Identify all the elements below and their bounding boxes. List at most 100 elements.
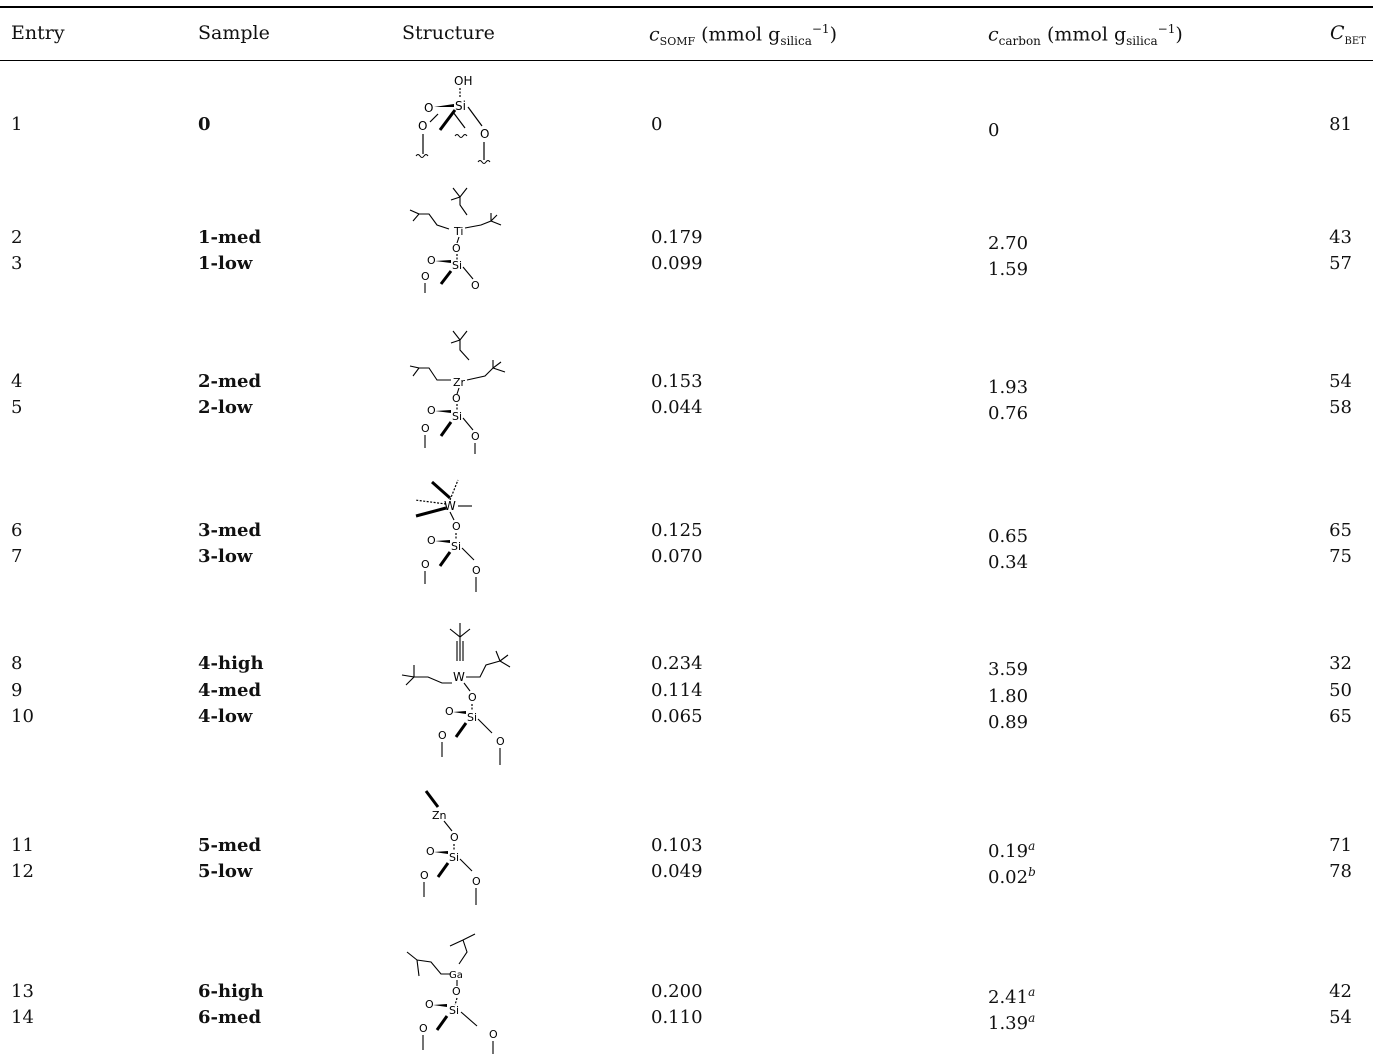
c-carbon-value: 0.02: [988, 867, 1029, 888]
svg-text:O: O: [450, 831, 459, 844]
sample-cell: 2-med: [198, 371, 262, 392]
sample-cell: 3-med: [198, 520, 262, 541]
structure-w-alkylidyne-icon: W O Si O O O: [401, 623, 511, 765]
header-rule: [0, 60, 1373, 61]
c-bet-symbol: C: [1330, 22, 1345, 44]
entry-cell: 2: [11, 227, 23, 248]
structure-silanol-icon: OH Si O O O: [415, 74, 491, 164]
c-carbon-value: 1.59: [988, 259, 1029, 280]
header-entry: Entry: [11, 22, 65, 44]
c-carbon-value: 0.19: [988, 841, 1029, 862]
sample-cell: 5-med: [198, 835, 262, 856]
entry-cell: 10: [11, 706, 34, 727]
svg-text:W: W: [453, 670, 465, 684]
c-somf-close: ): [829, 23, 837, 46]
c-carbon-unit-sup: −1: [1157, 22, 1176, 36]
svg-text:Si: Si: [455, 99, 466, 113]
svg-text:O: O: [427, 534, 436, 547]
svg-text:O: O: [427, 254, 436, 267]
svg-text:Zr: Zr: [453, 376, 466, 389]
svg-text:O: O: [471, 430, 480, 443]
sample-cell: 2-low: [198, 397, 253, 418]
entry-cell: 13: [11, 981, 34, 1002]
c-bet-cell: 75: [1329, 546, 1352, 567]
sample-cell: 6-med: [198, 1007, 262, 1028]
sample-cell: 5-low: [198, 861, 253, 882]
svg-text:W: W: [444, 499, 456, 513]
c-carbon-cell: 0: [988, 113, 999, 143]
svg-text:O: O: [419, 1022, 428, 1035]
c-carbon-cell: 0.76: [988, 396, 1028, 426]
c-somf-unit: (mmol g: [695, 23, 781, 46]
svg-text:O: O: [421, 558, 430, 571]
svg-text:Si: Si: [452, 410, 462, 423]
c-carbon-cell: 0.89: [988, 705, 1028, 735]
c-carbon-cell: 0.65: [988, 519, 1028, 549]
c-somf-cell: 0.099: [651, 253, 703, 274]
c-somf-unit-sub: silica: [780, 34, 812, 49]
c-bet-cell: 58: [1329, 397, 1352, 418]
svg-text:O: O: [480, 127, 489, 141]
svg-text:O: O: [426, 845, 435, 858]
c-carbon-subscript: carbon: [998, 34, 1041, 49]
svg-text:Si: Si: [449, 1004, 459, 1017]
c-somf-subscript: SOMF: [659, 35, 696, 49]
svg-text:O: O: [421, 270, 430, 283]
svg-text:O: O: [452, 985, 461, 998]
svg-text:O: O: [496, 735, 505, 748]
sample-cell: 0: [198, 114, 211, 135]
c-carbon-symbol: c: [988, 23, 999, 46]
c-carbon-cell: 1.39a: [988, 1006, 1035, 1036]
svg-text:O: O: [452, 520, 461, 533]
c-somf-cell: 0.103: [651, 835, 703, 856]
c-carbon-cell: 1.59: [988, 252, 1028, 282]
svg-text:Si: Si: [449, 851, 459, 864]
c-somf-cell: 0.065: [651, 706, 703, 727]
c-bet-cell: 71: [1329, 835, 1352, 856]
c-somf-cell: 0.114: [651, 680, 703, 701]
entry-cell: 6: [11, 520, 23, 541]
entry-cell: 12: [11, 861, 34, 882]
sample-cell: 6-high: [198, 981, 264, 1002]
c-somf-cell: 0: [651, 114, 663, 135]
structure-ti-neopentyl-icon: Ti O Si O O O: [409, 187, 502, 293]
c-bet-cell: 54: [1329, 371, 1352, 392]
svg-text:Si: Si: [452, 259, 462, 272]
c-carbon-cell: 0.34: [988, 545, 1028, 575]
c-bet-cell: 65: [1329, 706, 1352, 727]
header-structure: Structure: [402, 22, 495, 44]
c-carbon-value: 2.41: [988, 987, 1029, 1008]
c-carbon-value: 2.70: [988, 233, 1029, 254]
entry-cell: 1: [11, 114, 23, 135]
svg-text:O: O: [425, 998, 434, 1011]
structure-zn-methyl-icon: Zn O Si O O O: [420, 790, 481, 905]
c-carbon-value: 1.93: [988, 377, 1029, 398]
entry-cell: 5: [11, 397, 23, 418]
c-carbon-unit-sub: silica: [1126, 34, 1158, 49]
structure-w-methyl-icon: W O Si O O O: [414, 479, 481, 592]
c-bet-cell: 42: [1329, 981, 1352, 1002]
entry-cell: 11: [11, 835, 34, 856]
c-somf-cell: 0.110: [651, 1007, 703, 1028]
c-somf-cell: 0.153: [651, 371, 703, 392]
c-bet-cell: 54: [1329, 1007, 1352, 1028]
sample-cell: 4-med: [198, 680, 262, 701]
c-carbon-value: 0: [988, 120, 1000, 141]
c-carbon-footnote: b: [1028, 865, 1036, 879]
svg-text:O: O: [452, 242, 461, 255]
entry-cell: 7: [11, 546, 23, 567]
entry-cell: 4: [11, 371, 23, 392]
header-c-bet: CBET: [1330, 22, 1366, 47]
entry-cell: 3: [11, 253, 23, 274]
c-carbon-footnote: a: [1028, 1011, 1036, 1025]
c-bet-cell: 32: [1329, 653, 1352, 674]
structure-ga-isobutyl-icon: Ga O Si O O O: [406, 933, 498, 1054]
svg-text:O: O: [472, 564, 481, 577]
svg-text:Ga: Ga: [449, 970, 463, 981]
svg-text:OH: OH: [454, 74, 472, 88]
svg-text:O: O: [418, 119, 427, 133]
svg-text:O: O: [420, 869, 429, 882]
c-bet-cell: 81: [1329, 114, 1352, 135]
svg-text:Zn: Zn: [432, 809, 447, 822]
c-somf-cell: 0.044: [651, 397, 703, 418]
